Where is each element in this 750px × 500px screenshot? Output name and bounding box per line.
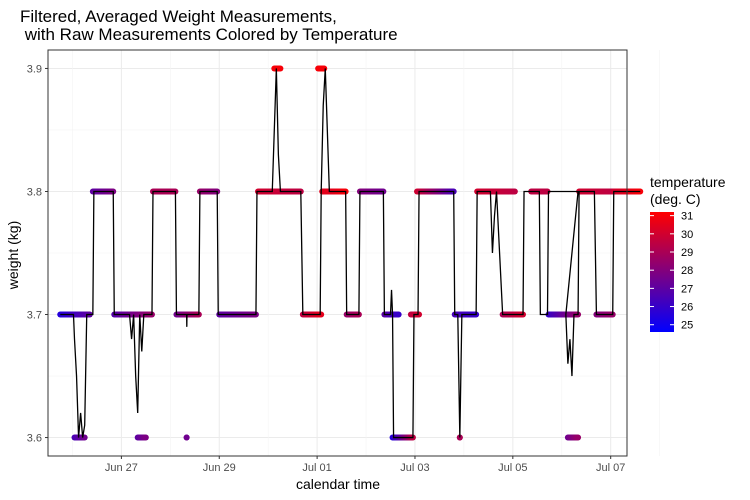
- x-tick-label: Jul 01: [302, 462, 331, 474]
- legend-tick-label: 31: [681, 211, 693, 223]
- y-tick-label: 3.6: [27, 433, 42, 445]
- x-tick-label: Jun 29: [203, 462, 236, 474]
- raw-point: [183, 434, 190, 441]
- chart-title-line1: Filtered, Averaged Weight Measurements,: [20, 7, 337, 26]
- x-tick-label: Jul 05: [498, 462, 527, 474]
- raw-point: [575, 434, 582, 441]
- y-axis-title: weight (kg): [5, 221, 21, 290]
- legend-title-line1: temperature: [650, 174, 726, 190]
- legend-tick-label: 27: [681, 283, 693, 295]
- x-tick-label: Jul 07: [596, 462, 625, 474]
- legend-title-line2: (deg. C): [650, 191, 701, 207]
- raw-point: [511, 188, 518, 195]
- legend-tick-label: 28: [681, 265, 693, 277]
- y-axis-ticks: 3.6 3.7 3.8 3.9: [27, 63, 48, 445]
- raw-point: [321, 65, 328, 72]
- filtered-line-layer: [60, 68, 641, 439]
- x-tick-label: Jul 03: [400, 462, 429, 474]
- y-tick-label: 3.9: [27, 63, 42, 75]
- raw-point: [277, 65, 284, 72]
- legend: temperature (deg. C) 31 30 29 28 27 26 25: [650, 174, 726, 332]
- filtered-average-line: [60, 68, 641, 439]
- legend-tick-label: 25: [681, 320, 693, 332]
- legend-colorbar: [650, 212, 674, 332]
- plot-frame: [47, 49, 628, 457]
- legend-tick-label: 26: [681, 302, 693, 314]
- x-axis-ticks: Jun 27 Jun 29 Jul 01 Jul 03 Jul 05 Jul 07: [105, 456, 625, 474]
- panel-border: [47, 49, 628, 457]
- x-axis-title: calendar time: [296, 476, 380, 492]
- raw-point: [142, 434, 149, 441]
- raw-point: [395, 311, 402, 318]
- y-tick-label: 3.7: [27, 310, 42, 322]
- x-tick-label: Jun 27: [105, 462, 138, 474]
- legend-tick-label: 30: [681, 229, 693, 241]
- chart-title-line2: with Raw Measurements Colored by Tempera…: [20, 25, 398, 44]
- legend-tick-label: 29: [681, 247, 693, 259]
- y-tick-label: 3.8: [27, 186, 42, 198]
